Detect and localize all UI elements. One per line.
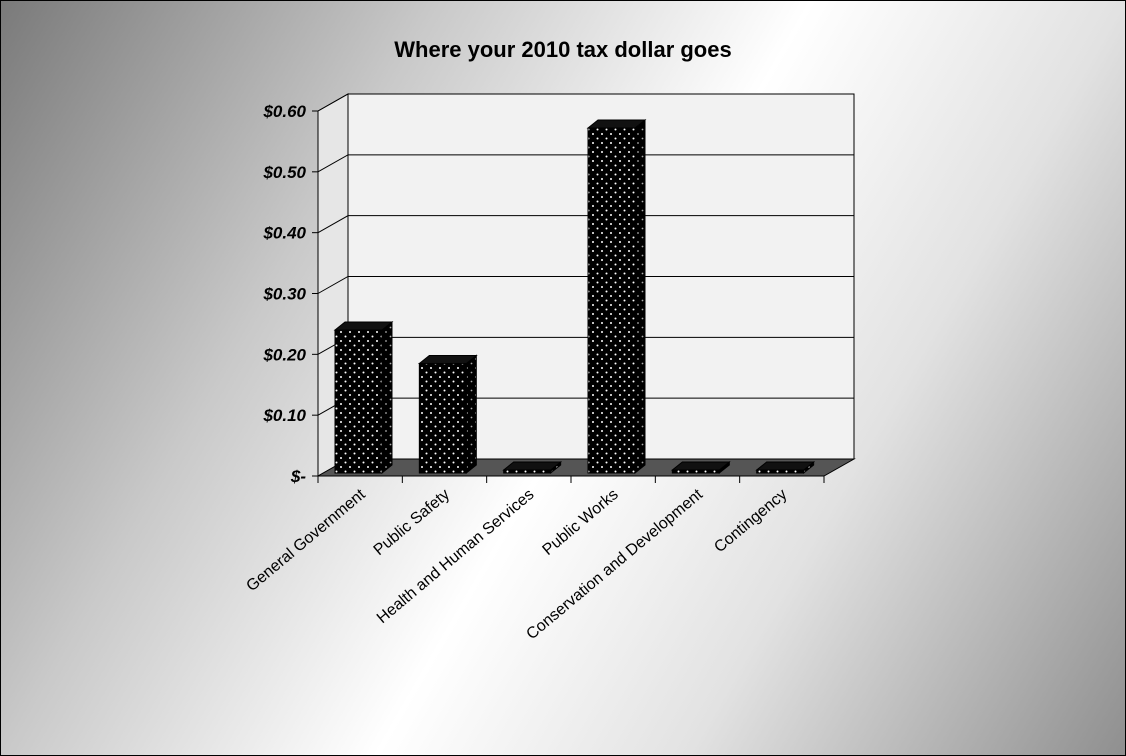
- x-category-label: General Government: [243, 486, 369, 595]
- bar-top: [502, 461, 563, 471]
- bar-top: [417, 354, 478, 364]
- x-category-label: Public Works: [540, 486, 622, 559]
- x-category-label: Health and Human Services: [374, 486, 538, 627]
- bar-top: [670, 461, 731, 471]
- bar: [334, 329, 383, 474]
- bar: [418, 362, 467, 474]
- bar: [756, 469, 805, 474]
- gridline: [317, 154, 854, 173]
- y-tick-label: $0.10: [262, 406, 306, 425]
- bar-side: [381, 320, 393, 475]
- bar-side: [634, 118, 646, 475]
- y-tick-label: $0.40: [262, 224, 306, 243]
- chart-title: Where your 2010 tax dollar goes: [394, 37, 731, 62]
- y-tick-label: $-: [290, 467, 306, 486]
- bar-top: [333, 321, 394, 331]
- bar-top: [755, 461, 816, 471]
- bar: [587, 127, 636, 474]
- bar-top: [586, 119, 647, 129]
- x-category-label: Public Safety: [371, 486, 453, 559]
- bar: [503, 469, 552, 474]
- y-tick-label: $0.60: [262, 102, 306, 121]
- gridline: [317, 93, 854, 112]
- x-category-label: Conservation and Development: [523, 486, 706, 643]
- x-category-label: Contingency: [711, 486, 790, 556]
- y-tick-label: $0.30: [262, 285, 306, 304]
- y-tick-label: $0.20: [262, 345, 306, 364]
- bar: [671, 469, 720, 474]
- gridline: [317, 276, 854, 294]
- y-tick-label: $0.50: [262, 163, 306, 182]
- plot-area: $- $0.10 $0.20 $0.30 $0.40 $0.50 $0.60 General …: [243, 93, 856, 643]
- gridline: [317, 215, 854, 234]
- bar-side: [465, 354, 477, 475]
